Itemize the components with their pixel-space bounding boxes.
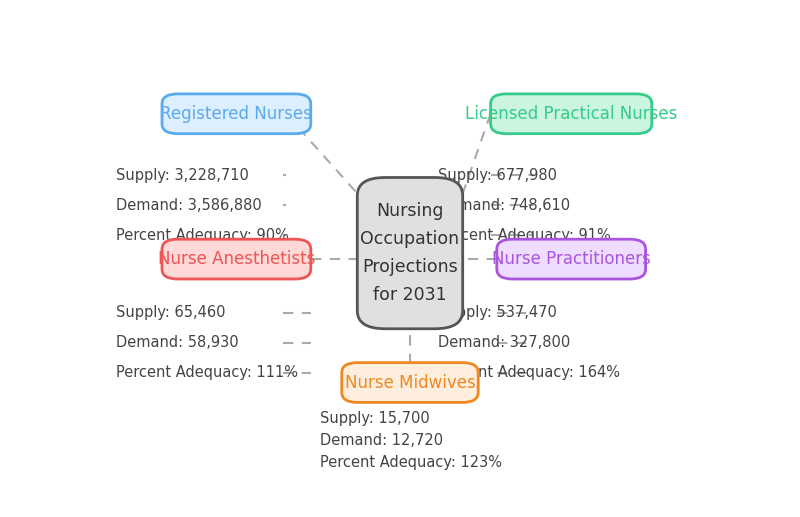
Text: Nurse Midwives: Nurse Midwives [345, 373, 475, 391]
FancyBboxPatch shape [162, 94, 310, 134]
FancyBboxPatch shape [162, 239, 310, 279]
Text: Supply: 537,470: Supply: 537,470 [438, 306, 557, 321]
Text: Licensed Practical Nurses: Licensed Practical Nurses [465, 105, 678, 123]
Text: Nurse Anesthetists: Nurse Anesthetists [158, 250, 315, 268]
FancyBboxPatch shape [490, 94, 652, 134]
Text: Supply: 15,700: Supply: 15,700 [320, 411, 430, 426]
Text: Supply: 3,228,710: Supply: 3,228,710 [115, 168, 248, 183]
Text: Supply: 677,980: Supply: 677,980 [438, 168, 557, 183]
Text: Supply: 65,460: Supply: 65,460 [115, 306, 225, 321]
Text: Demand: 748,610: Demand: 748,610 [438, 198, 570, 213]
Text: Percent Adequacy: 123%: Percent Adequacy: 123% [320, 454, 502, 469]
Text: Nursing
Occupation
Projections
for 2031: Nursing Occupation Projections for 2031 [361, 203, 459, 304]
Text: Demand: 58,930: Demand: 58,930 [115, 335, 238, 350]
Text: Demand: 12,720: Demand: 12,720 [320, 433, 443, 448]
FancyBboxPatch shape [497, 239, 646, 279]
FancyBboxPatch shape [342, 362, 478, 402]
Text: Percent Adequacy: 164%: Percent Adequacy: 164% [438, 365, 620, 380]
Text: Registered Nurses: Registered Nurses [161, 105, 312, 123]
Text: Demand: 327,800: Demand: 327,800 [438, 335, 570, 350]
Text: Percent Adequacy: 90%: Percent Adequacy: 90% [115, 227, 288, 242]
Text: Nurse Practitioners: Nurse Practitioners [492, 250, 650, 268]
Text: Percent Adequacy: 111%: Percent Adequacy: 111% [115, 365, 298, 380]
FancyBboxPatch shape [358, 177, 462, 329]
Text: Demand: 3,586,880: Demand: 3,586,880 [115, 198, 262, 213]
Text: Percent Adequacy: 91%: Percent Adequacy: 91% [438, 227, 610, 242]
